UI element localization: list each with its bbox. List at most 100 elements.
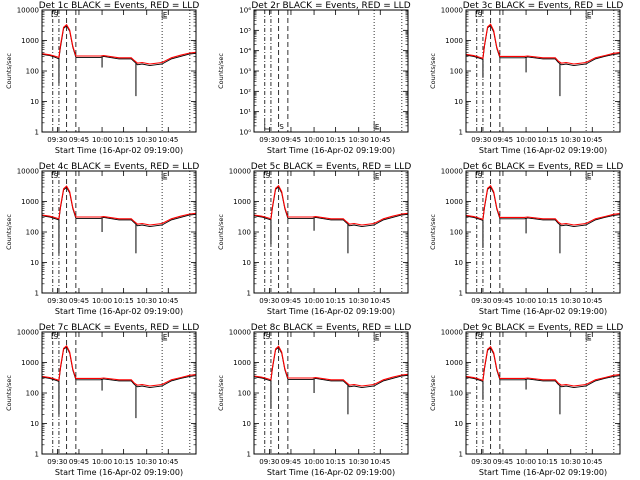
x-tick-label: 10:15	[326, 136, 346, 144]
events-series-line	[41, 186, 197, 228]
x-tick-label: 10:15	[538, 297, 558, 305]
end-marker: E	[375, 123, 379, 131]
events-series-line	[253, 346, 409, 389]
end-bracket	[373, 122, 380, 130]
panel-det-1: Det 1c BLACK = Events, RED = LLD Counts/s…	[5, 1, 199, 155]
x-tick-label: 10:00	[516, 136, 536, 144]
y-tick-label: 1	[459, 129, 463, 137]
x-tick-label: 10:15	[114, 297, 134, 305]
y-axis-label: Counts/sec	[429, 214, 437, 250]
x-tick-label: 09:45	[493, 136, 513, 144]
start-bracket	[51, 10, 57, 17]
lld-series-line	[253, 184, 409, 226]
y-tick-label: 1000	[21, 359, 39, 367]
end-bracket	[161, 11, 168, 19]
y-tick-label: 10	[30, 98, 39, 106]
x-tick-label: 10:45	[582, 136, 602, 144]
events-series-line	[465, 186, 621, 228]
y-tick-label: 1	[247, 451, 251, 459]
x-tick-label: 09:30	[47, 136, 67, 144]
lld-series-line	[465, 184, 621, 226]
plot-frame	[41, 170, 197, 294]
x-tick-label: 09:30	[259, 458, 279, 466]
x-axis-label: Start Time (16-Apr-02 09:19:00)	[267, 468, 395, 477]
x-axis-label: Start Time (16-Apr-02 09:19:00)	[267, 307, 395, 316]
start-bracket	[263, 171, 269, 178]
y-tick-label: 10⁰	[239, 129, 251, 137]
y-tick-label: 10	[30, 420, 39, 428]
x-axis-label: Start Time (16-Apr-02 09:19:00)	[55, 307, 183, 316]
x-tick-label: 09:30	[259, 297, 279, 305]
x-tick-label: 10:45	[158, 136, 178, 144]
y-tick-label: 1000	[21, 198, 39, 206]
end-bracket	[585, 172, 592, 180]
x-tick-label: 09:30	[471, 136, 491, 144]
y-tick-label: 10000	[17, 7, 39, 15]
plot-frame	[41, 331, 197, 455]
plot-frame	[253, 170, 409, 294]
x-tick-label: 09:45	[281, 297, 301, 305]
panel-title: Det 6c BLACK = Events, RED = LLD	[463, 162, 624, 172]
panel-det-2: Det 2r BLACK = Events, RED = LLD Counts/s…	[217, 1, 411, 155]
y-tick-label: 10⁶	[239, 7, 251, 15]
y-tick-label: 1000	[233, 359, 251, 367]
y-tick-label: 1000	[445, 359, 463, 367]
start-marker: S	[266, 333, 271, 341]
y-axis-label: Counts/sec	[5, 214, 13, 250]
x-tick-label: 10:15	[326, 458, 346, 466]
end-bracket	[373, 333, 380, 341]
x-tick-label: 10:30	[349, 297, 369, 305]
x-tick-label: 10:45	[158, 458, 178, 466]
panel-title: Det 2r BLACK = Events, RED = LLD	[251, 1, 410, 11]
y-tick-label: 10000	[229, 329, 251, 337]
y-tick-label: 10	[242, 420, 251, 428]
x-tick-label: 10:30	[349, 458, 369, 466]
start-bracket	[475, 10, 481, 17]
x-tick-label: 09:30	[47, 458, 67, 466]
lld-series-line	[253, 345, 409, 387]
end-marker: E	[375, 172, 379, 180]
start-bracket	[51, 171, 57, 178]
x-axis-label: Start Time (16-Apr-02 09:19:00)	[479, 146, 607, 155]
start-marker: S	[54, 333, 59, 341]
x-tick-label: 10:15	[326, 297, 346, 305]
x-tick-label: 10:30	[137, 136, 157, 144]
plot-frame	[465, 9, 621, 133]
lld-series-line	[41, 345, 197, 387]
x-axis-label: Start Time (16-Apr-02 09:19:00)	[479, 468, 607, 477]
x-tick-label: 09:30	[471, 458, 491, 466]
start-marker: S	[279, 123, 284, 131]
x-tick-label: 09:45	[69, 297, 89, 305]
y-tick-label: 1	[35, 129, 39, 137]
plot-frame	[253, 9, 409, 133]
start-marker: S	[266, 172, 271, 180]
x-tick-label: 09:45	[493, 458, 513, 466]
y-tick-label: 10⁵	[239, 27, 251, 35]
y-axis-label: Counts/sec	[429, 53, 437, 89]
end-marker: E	[163, 172, 167, 180]
start-marker: S	[478, 333, 483, 341]
y-tick-label: 1	[35, 451, 39, 459]
x-tick-label: 09:30	[47, 297, 67, 305]
y-tick-label: 10000	[17, 329, 39, 337]
panel-title: Det 4c BLACK = Events, RED = LLD	[39, 162, 200, 172]
y-tick-label: 1	[35, 290, 39, 298]
events-series-line	[41, 346, 197, 389]
start-bracket	[475, 171, 481, 178]
x-tick-label: 10:45	[582, 297, 602, 305]
y-tick-label: 10⁴	[239, 47, 251, 55]
panel-det-5: Det 5c BLACK = Events, RED = LLD Counts/s…	[217, 162, 411, 316]
y-tick-label: 10000	[441, 329, 463, 337]
y-axis-label: Counts/sec	[217, 214, 225, 250]
x-tick-label: 10:00	[516, 458, 536, 466]
y-tick-label: 1000	[445, 198, 463, 206]
y-tick-label: 10000	[17, 168, 39, 176]
y-tick-label: 10000	[229, 168, 251, 176]
y-axis-label: Counts/sec	[5, 53, 13, 89]
y-tick-label: 1000	[233, 198, 251, 206]
panel-det-3: Det 3c BLACK = Events, RED = LLD Counts/s…	[429, 1, 623, 155]
panel-title: Det 7c BLACK = Events, RED = LLD	[39, 323, 200, 333]
x-axis-label: Start Time (16-Apr-02 09:19:00)	[55, 468, 183, 477]
y-tick-label: 10¹	[239, 108, 251, 116]
